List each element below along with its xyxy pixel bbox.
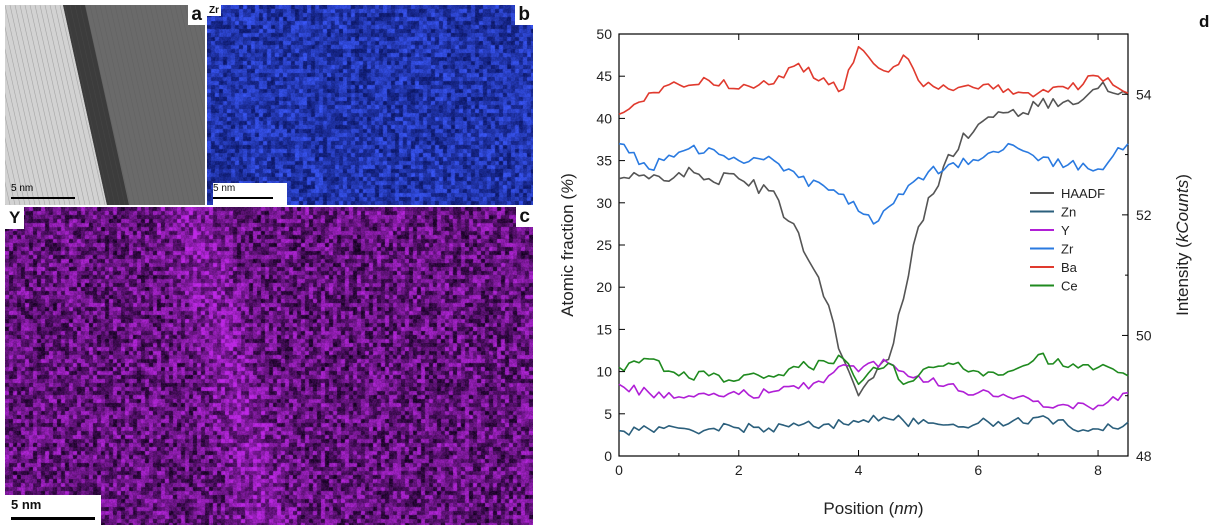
y-left-tick-label: 0	[604, 448, 612, 464]
x-tick-label: 4	[855, 462, 863, 478]
panel-b-scalebar: 5 nm	[213, 183, 287, 205]
y-left-tick-label: 10	[596, 364, 612, 380]
panel-a-scalebar-label: 5 nm	[11, 183, 33, 194]
panel-c-scalebar-label: 5 nm	[11, 497, 41, 512]
y-left-tick-label: 30	[596, 195, 612, 211]
y-map-canvas	[5, 207, 533, 525]
y-left-tick-label: 35	[596, 153, 612, 169]
y-left-tick-label: 20	[596, 279, 612, 295]
series-line-haadf	[619, 82, 1128, 396]
y-right-tick-label: 54	[1136, 86, 1152, 102]
panel-d-label: d	[1196, 12, 1212, 32]
y-left-tick-label: 40	[596, 110, 612, 126]
x-tick-label: 8	[1094, 462, 1102, 478]
legend-label-ce: Ce	[1061, 279, 1078, 294]
y-left-tick-label: 15	[596, 321, 612, 337]
panel-b-element-label: Zr	[207, 5, 221, 16]
y-left-tick-label: 25	[596, 237, 612, 253]
panel-a-label: a	[188, 5, 205, 25]
legend-label-y: Y	[1061, 223, 1070, 238]
scale-bar-line	[11, 517, 95, 520]
panel-a-haadf-image: a 5 nm	[5, 5, 205, 205]
panel-a-scalebar: 5 nm	[11, 183, 81, 203]
panel-c-y-map: Y c 5 nm	[5, 207, 533, 525]
y-left-tick-label: 45	[596, 68, 612, 84]
legend-label-ba: Ba	[1061, 260, 1078, 275]
panel-b-scalebar-label: 5 nm	[213, 183, 235, 194]
y-right-tick-label: 52	[1136, 207, 1152, 223]
panel-c-scalebar: 5 nm	[5, 495, 101, 525]
y-left-tick-label: 5	[604, 406, 612, 422]
panel-b-zr-map: Zr b 5 nm	[207, 5, 533, 205]
y-left-axis-label: Atomic fraction (%)	[558, 173, 577, 317]
series-line-zn	[619, 415, 1128, 435]
y-right-tick-label: 50	[1136, 327, 1152, 343]
plot-frame	[619, 34, 1128, 456]
legend-label-haadf: HAADF	[1061, 186, 1105, 201]
panel-c-element-label: Y	[5, 207, 24, 229]
panel-b-label: b	[515, 5, 533, 25]
series-line-ba	[619, 47, 1128, 115]
series-line-y	[619, 359, 1128, 409]
panel-c-label: c	[516, 207, 533, 227]
y-left-tick-label: 50	[596, 26, 612, 42]
legend-label-zn: Zn	[1061, 205, 1076, 220]
x-tick-label: 2	[735, 462, 743, 478]
x-tick-label: 0	[615, 462, 623, 478]
zr-map-canvas	[207, 5, 533, 205]
scale-bar-line	[11, 197, 75, 199]
y-right-axis-label: Intensity (kCounts)	[1173, 174, 1192, 316]
x-axis-label: Position (nm)	[823, 499, 923, 518]
scale-bar-line	[213, 197, 273, 199]
series-line-zr	[619, 144, 1128, 224]
x-tick-label: 6	[974, 462, 982, 478]
series-line-ce	[619, 353, 1128, 384]
y-right-tick-label: 48	[1136, 448, 1152, 464]
legend-label-zr: Zr	[1061, 242, 1074, 257]
